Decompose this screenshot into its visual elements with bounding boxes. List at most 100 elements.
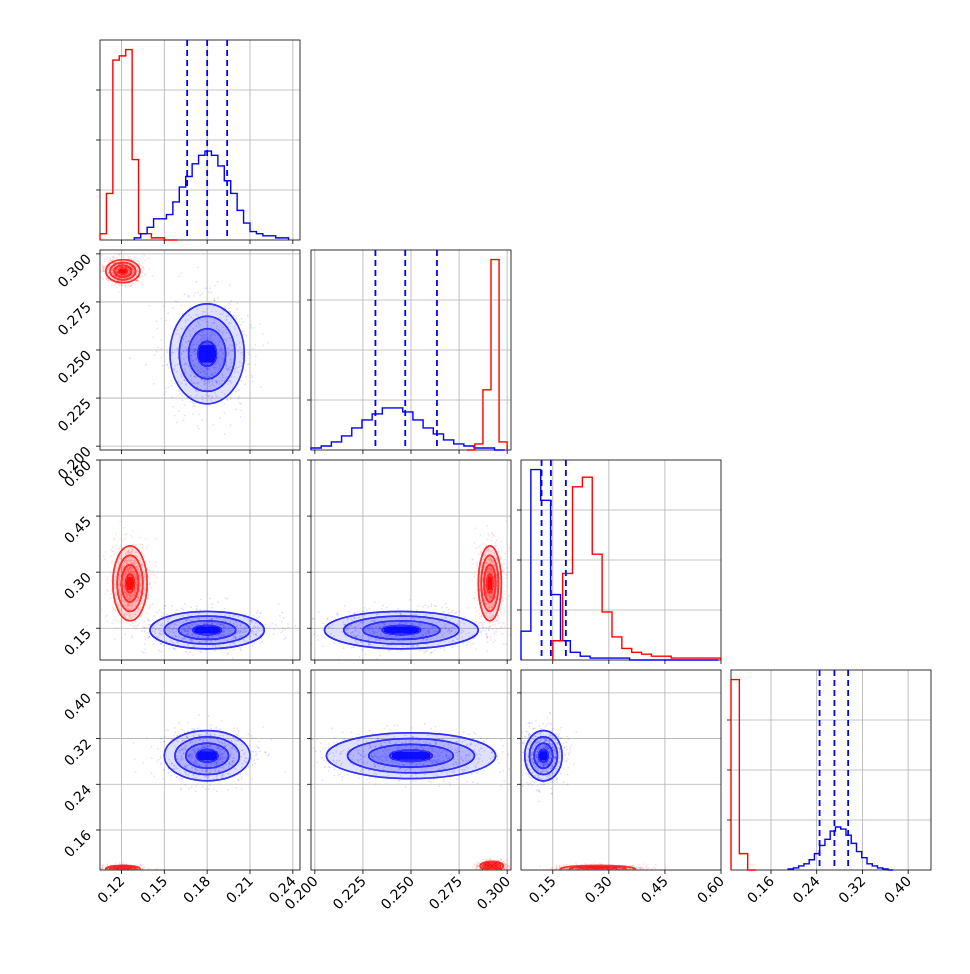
scatter-point [239, 390, 241, 392]
scatter-point [152, 603, 154, 605]
scatter-point [104, 593, 106, 595]
scatter-point [458, 611, 460, 613]
scatter-point [497, 615, 499, 617]
scatter-point [419, 650, 421, 652]
scatter-point [107, 576, 109, 578]
scatter-point [118, 871, 120, 873]
scatter-point [379, 655, 381, 657]
scatter-point [156, 351, 158, 353]
scatter-point [107, 863, 109, 865]
scatter-point [114, 553, 116, 555]
scatter-point [488, 629, 490, 631]
scatter-point [143, 611, 145, 613]
scatter-point [357, 611, 359, 613]
scatter-point [148, 636, 150, 638]
scatter-point [107, 280, 109, 282]
scatter-point [144, 644, 146, 646]
scatter-point [107, 590, 109, 592]
scatter-point [116, 555, 118, 557]
scatter-point [144, 260, 146, 262]
scatter-point [482, 624, 484, 626]
scatter-point [238, 396, 240, 398]
scatter-point [140, 872, 142, 874]
scatter-point [502, 600, 504, 602]
scatter-point [474, 542, 476, 544]
scatter-point [448, 609, 450, 611]
scatter-point [176, 609, 178, 611]
scatter-point [496, 620, 498, 622]
scatter-point [490, 613, 492, 615]
scatter-point [165, 391, 167, 393]
scatter-point [188, 296, 190, 298]
scatter-point [119, 871, 121, 873]
scatter-point [214, 285, 216, 287]
scatter-point [118, 254, 120, 256]
scatter-point [122, 540, 124, 542]
scatter-point [123, 862, 125, 864]
scatter-point [230, 424, 232, 426]
scatter-point [117, 245, 119, 247]
y-tick-label: 0.15 [61, 626, 94, 659]
scatter-point [165, 320, 167, 322]
scatter-point [104, 266, 106, 268]
scatter-point [489, 535, 491, 537]
scatter-point [142, 276, 144, 278]
scatter-point [416, 609, 418, 611]
scatter-point [452, 610, 454, 612]
scatter-point [154, 354, 156, 356]
scatter-point [128, 256, 130, 258]
scatter-point [163, 645, 165, 647]
density-core [199, 345, 216, 363]
scatter-point [483, 543, 485, 545]
scatter-point [490, 636, 492, 638]
scatter-point [377, 658, 379, 660]
scatter-point [126, 870, 128, 872]
scatter-point [500, 609, 502, 611]
scatter-point [365, 654, 367, 656]
scatter-point [236, 318, 238, 320]
scatter-point [135, 621, 137, 623]
scatter-point [362, 610, 364, 612]
scatter-point [114, 285, 116, 287]
scatter-point [145, 538, 147, 540]
scatter-point [250, 327, 252, 329]
scatter-point [503, 643, 505, 645]
scatter-point [119, 873, 121, 875]
scatter-point [455, 612, 457, 614]
scatter-point [206, 287, 208, 289]
scatter-point [150, 574, 152, 576]
scatter-point [267, 342, 269, 344]
scatter-point [496, 628, 498, 630]
y-tick-label: 0.300 [55, 251, 95, 291]
scatter-point [281, 621, 283, 623]
scatter-point [124, 538, 126, 540]
scatter-point [494, 631, 496, 633]
scatter-point [230, 396, 232, 398]
scatter-point [255, 356, 257, 358]
scatter-point [243, 333, 245, 335]
scatter-point [317, 635, 319, 637]
scatter-point [133, 871, 135, 873]
scatter-point [147, 618, 149, 620]
scatter-point [197, 292, 199, 294]
scatter-point [269, 626, 271, 628]
scatter-point [250, 324, 252, 326]
scatter-point [251, 376, 253, 378]
scatter-point [374, 601, 376, 603]
scatter-point [101, 609, 103, 611]
scatter-point [273, 629, 275, 631]
scatter-point [184, 293, 186, 295]
scatter-point [260, 324, 262, 326]
scatter-point [364, 607, 366, 609]
histogram-panel-row1-col1 [96, 40, 300, 244]
scatter-point [118, 291, 120, 293]
scatter-point [112, 610, 114, 612]
scatter-point [204, 288, 206, 290]
scatter-point [284, 638, 286, 640]
scatter-point [116, 627, 118, 629]
scatter-point [193, 295, 195, 297]
scatter-point [258, 616, 260, 618]
scatter-point [114, 539, 116, 541]
scatter-point [386, 607, 388, 609]
scatter-point [118, 870, 120, 872]
